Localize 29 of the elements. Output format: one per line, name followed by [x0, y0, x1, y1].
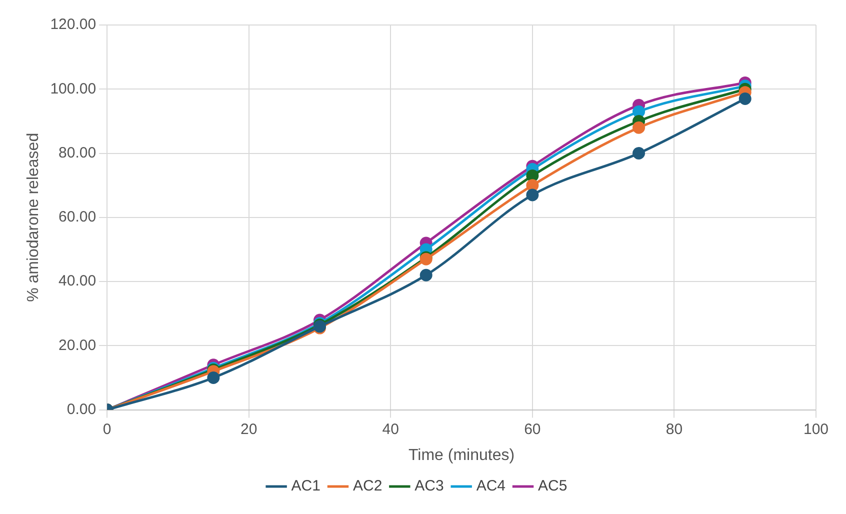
legend-label: AC2	[352, 478, 382, 495]
legend-label: AC4	[476, 478, 506, 495]
point	[526, 179, 539, 192]
legend-label: AC5	[538, 478, 568, 495]
y-tick-label: 80.00	[58, 144, 96, 162]
y-tick-label: 100.00	[50, 80, 96, 98]
legend-label: AC3	[414, 478, 444, 495]
point	[526, 188, 539, 202]
y-tick-label: 120.00	[50, 16, 96, 34]
x-tick-label: 80	[666, 420, 683, 438]
point	[632, 147, 646, 160]
point	[526, 169, 539, 182]
point	[738, 92, 752, 106]
x-tick-label: 0	[102, 420, 112, 438]
y-tick-label: 20.00	[58, 336, 96, 354]
x-tick-label: 20	[240, 420, 258, 438]
legend-label: AC1	[291, 478, 320, 495]
x-tick-label: 40	[382, 420, 399, 438]
y-tick-label: 60.00	[58, 208, 96, 226]
x-axis-title: Time (minutes)	[408, 446, 515, 464]
x-tick-label: 100	[803, 420, 829, 438]
y-tick-label: 0.00	[66, 400, 96, 418]
y-tick-label: 40.00	[58, 272, 96, 290]
x-tick-label: 60	[524, 420, 541, 438]
point	[632, 121, 646, 134]
point	[632, 105, 646, 118]
point	[207, 371, 220, 384]
y-axis-title: % amiodarone released	[25, 132, 42, 302]
point	[420, 268, 432, 282]
